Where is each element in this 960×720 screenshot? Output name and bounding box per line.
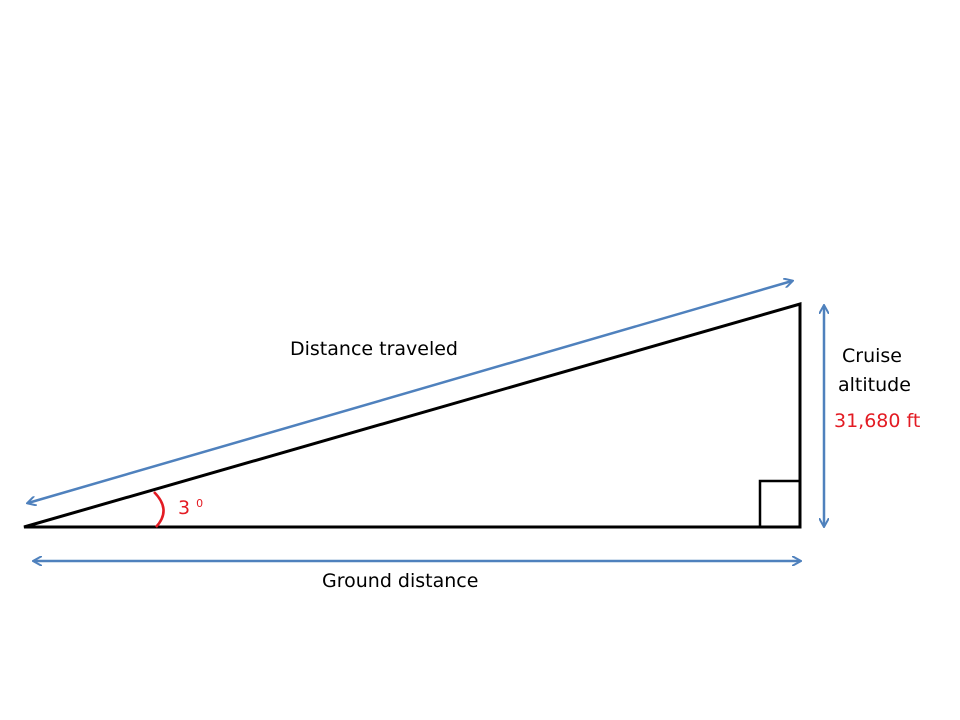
distance-traveled-label: Distance traveled (290, 338, 458, 360)
angle-unit: 0 (196, 497, 203, 510)
angle-number: 3 (178, 497, 190, 519)
cruise-altitude-label-line2: altitude (838, 374, 911, 396)
angle-value: 3 0 (178, 497, 203, 519)
right-angle-marker (758, 479, 800, 527)
angle-arc (153, 491, 165, 528)
hypotenuse-arrow (28, 281, 792, 503)
cruise-altitude-label-line1: Cruise (842, 345, 902, 367)
altitude-value: 31,680 ft (834, 410, 920, 432)
ground-distance-label: Ground distance (322, 570, 478, 592)
